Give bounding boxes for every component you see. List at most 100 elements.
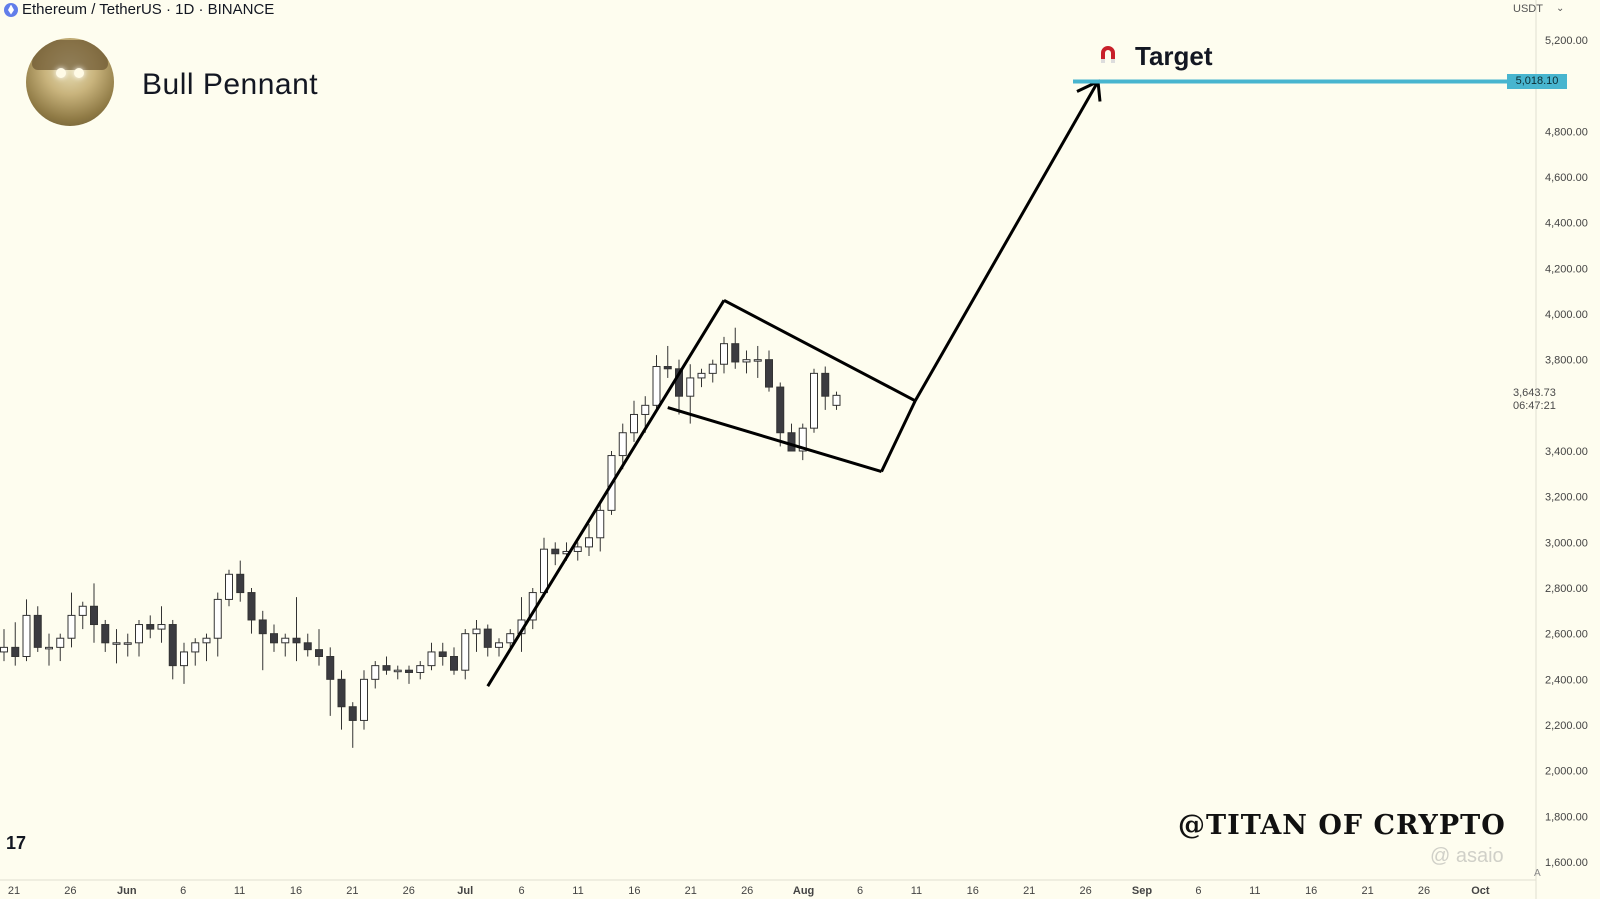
chevron-down-icon[interactable]: ⌄ — [1556, 3, 1565, 14]
pennant-apex-line — [880, 400, 917, 473]
candle-body — [472, 628, 481, 635]
candle-body — [450, 656, 458, 671]
candle — [573, 542, 582, 561]
candle-body — [416, 665, 425, 673]
candle — [731, 327, 740, 369]
candle — [450, 647, 458, 675]
auto-scale-button[interactable]: A — [1534, 868, 1541, 879]
candle-body — [191, 642, 200, 653]
time-tick-label: 21 — [8, 885, 20, 897]
candle-body — [596, 509, 605, 539]
candle — [753, 345, 762, 378]
symbol-text: Ethereum / TetherUS · 1D · BINANCE — [22, 1, 275, 18]
candle — [630, 400, 638, 442]
candle — [382, 656, 391, 675]
candle — [236, 560, 245, 602]
candle — [585, 524, 593, 557]
candle-body — [506, 633, 515, 644]
candle — [551, 542, 560, 566]
candle-body — [776, 386, 785, 434]
candle-body — [675, 368, 683, 397]
time-tick-label: Oct — [1471, 885, 1490, 897]
candle-body — [0, 646, 8, 653]
candle — [101, 619, 110, 652]
price-tick-label: 2,200.00 — [1545, 720, 1588, 732]
candle-body — [270, 633, 278, 644]
candle-body — [641, 404, 650, 415]
time-tick-label: 11 — [572, 885, 583, 897]
time-tick-label: Sep — [1132, 885, 1152, 897]
time-tick-label: 11 — [1249, 885, 1260, 897]
candle — [798, 423, 807, 461]
ethereum-icon — [4, 2, 18, 17]
tradingview-logo-icon[interactable]: 17 — [6, 833, 27, 853]
candle — [776, 382, 785, 447]
price-axis: 5,200.00 4,800.00 4,600.00 4,400.00 4,200.00… — [1535, 0, 1588, 899]
candle-body — [686, 377, 695, 397]
author-watermark: @TITAN OF CRYPTO — [1178, 810, 1506, 841]
candle — [67, 592, 76, 648]
candle-body — [832, 394, 841, 406]
candle-body — [247, 592, 256, 621]
candle — [821, 366, 830, 410]
candle — [225, 569, 233, 607]
pennant-upper-line — [723, 298, 916, 403]
candle — [247, 588, 256, 634]
candle — [348, 702, 357, 748]
candle — [810, 368, 818, 433]
time-tick-label: 6 — [1195, 885, 1201, 897]
candle — [461, 629, 470, 680]
candle — [191, 638, 200, 666]
avatar-eye-right — [74, 68, 84, 78]
candle — [112, 629, 121, 664]
candle-body — [720, 343, 728, 365]
candle — [483, 624, 492, 657]
price-tick-label: 3,800.00 — [1545, 355, 1588, 367]
time-tick-label: Jun — [117, 885, 137, 897]
candle-body — [483, 628, 492, 648]
candle — [258, 610, 267, 671]
candle-body — [135, 624, 143, 644]
chart-title: Bull Pennant — [142, 68, 319, 101]
candle-body — [112, 642, 121, 645]
time-tick-label: 16 — [1305, 885, 1317, 897]
candle — [180, 642, 188, 684]
time-tick-label: 26 — [1418, 885, 1430, 897]
price-tick-label: 1,800.00 — [1545, 811, 1588, 823]
candle — [0, 629, 8, 662]
candle — [427, 642, 436, 671]
candle-body — [540, 548, 548, 594]
candle — [393, 665, 402, 680]
price-tick-label: 2,600.00 — [1545, 629, 1588, 641]
candle — [326, 647, 335, 716]
candle-body — [157, 624, 166, 630]
candle-body — [742, 359, 751, 363]
price-tick-label: 3,000.00 — [1545, 537, 1588, 549]
candle — [337, 670, 346, 730]
candle — [472, 619, 481, 652]
candle — [416, 661, 425, 680]
candle-body — [652, 366, 661, 406]
candle — [371, 661, 380, 689]
candle-body — [360, 678, 368, 721]
candle-body — [225, 573, 233, 600]
currency-unit[interactable]: USDT — [1513, 3, 1543, 15]
candle-body — [618, 432, 627, 457]
last-price-label: 3,643.73 06:47:21 — [1513, 387, 1556, 413]
candle-body — [371, 665, 380, 680]
symbol-header[interactable]: Ethereum / TetherUS · 1D · BINANCE — [4, 1, 274, 18]
price-tick-label: 4,000.00 — [1545, 309, 1588, 321]
price-tick-label: 5,200.00 — [1545, 35, 1588, 47]
candle — [596, 501, 605, 552]
price-tick-label: 3,400.00 — [1545, 446, 1588, 458]
candle — [832, 391, 841, 410]
time-tick-label: 16 — [967, 885, 979, 897]
candle — [213, 592, 222, 657]
candle-body — [123, 642, 132, 645]
magnet-icon — [1101, 46, 1115, 63]
candle — [697, 368, 706, 388]
time-tick-label: 16 — [290, 885, 302, 897]
pattern-layer — [486, 79, 1536, 687]
candle-countdown: 06:47:21 — [1513, 400, 1556, 413]
